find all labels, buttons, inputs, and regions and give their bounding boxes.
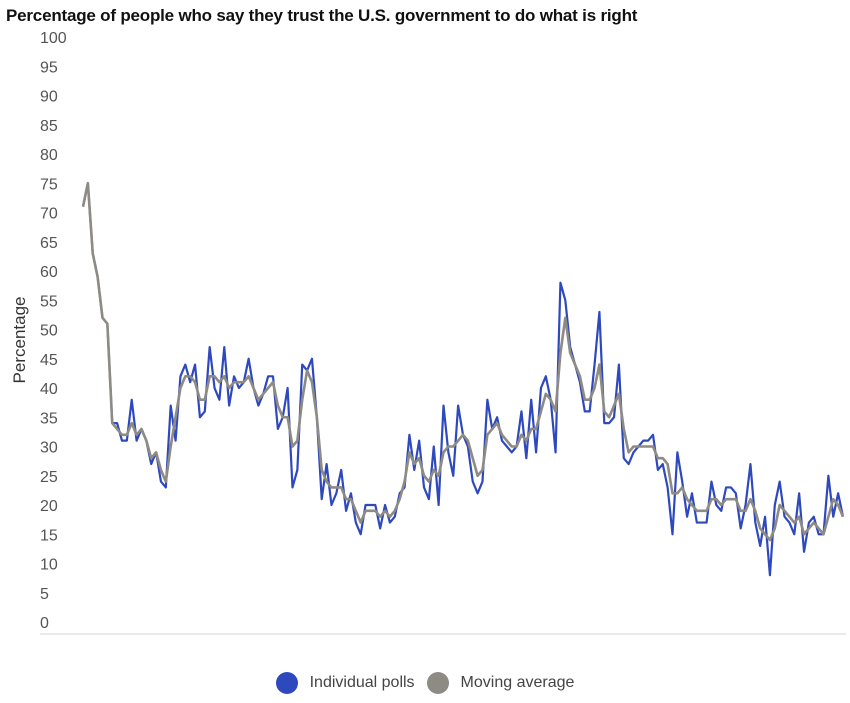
y-tick-label: 70 [40,206,58,223]
y-tick-label: 15 [40,527,58,544]
line-chart: 0 5 10 15 20 25 30 35 40 45 50 55 60 65 70 75 80 85 90 95 10… [10,30,846,635]
legend-label-individual-polls: Individual polls [309,674,415,691]
legend-item-individual-polls[interactable]: Individual polls [275,672,415,694]
series-line-individual-polls [81,182,845,577]
series-line-moving-average [81,181,845,542]
y-tick-label: 65 [40,235,58,252]
y-tick-label: 80 [40,147,58,164]
y-tick-label: 55 [40,293,58,310]
y-tick-label: 5 [40,586,49,603]
legend-item-moving-average[interactable]: Moving average [426,672,575,694]
y-axis-title: Percentage [10,297,29,384]
legend-swatch-moving-average [426,672,449,694]
y-tick-label: 10 [40,557,58,574]
y-tick-label: 0 [40,615,49,632]
y-tick-label: 50 [40,323,58,340]
y-tick-label: 20 [40,498,58,515]
y-tick-label: 25 [40,469,58,486]
y-tick-label: 45 [40,352,58,369]
legend-label-moving-average: Moving average [460,674,575,691]
chart-title: Percentage of people who say they trust … [6,6,638,25]
legend: Individual polls Moving average [0,672,850,694]
y-tick-label: 90 [40,89,58,106]
series-layer [81,181,845,577]
y-tick-label: 85 [40,118,58,135]
y-tick-label: 95 [40,59,58,76]
y-tick-label: 40 [40,381,58,398]
y-tick-label: 30 [40,440,58,457]
y-tick-label: 35 [40,410,58,427]
y-tick-label: 75 [40,176,58,193]
y-axis-ticks: 0 5 10 15 20 25 30 35 40 45 50 55 60 65 70 75 80 85 90 95 10… [40,30,67,632]
y-tick-label: 60 [40,264,58,281]
legend-swatch-individual-polls [275,672,298,694]
y-tick-label: 100 [40,30,67,47]
